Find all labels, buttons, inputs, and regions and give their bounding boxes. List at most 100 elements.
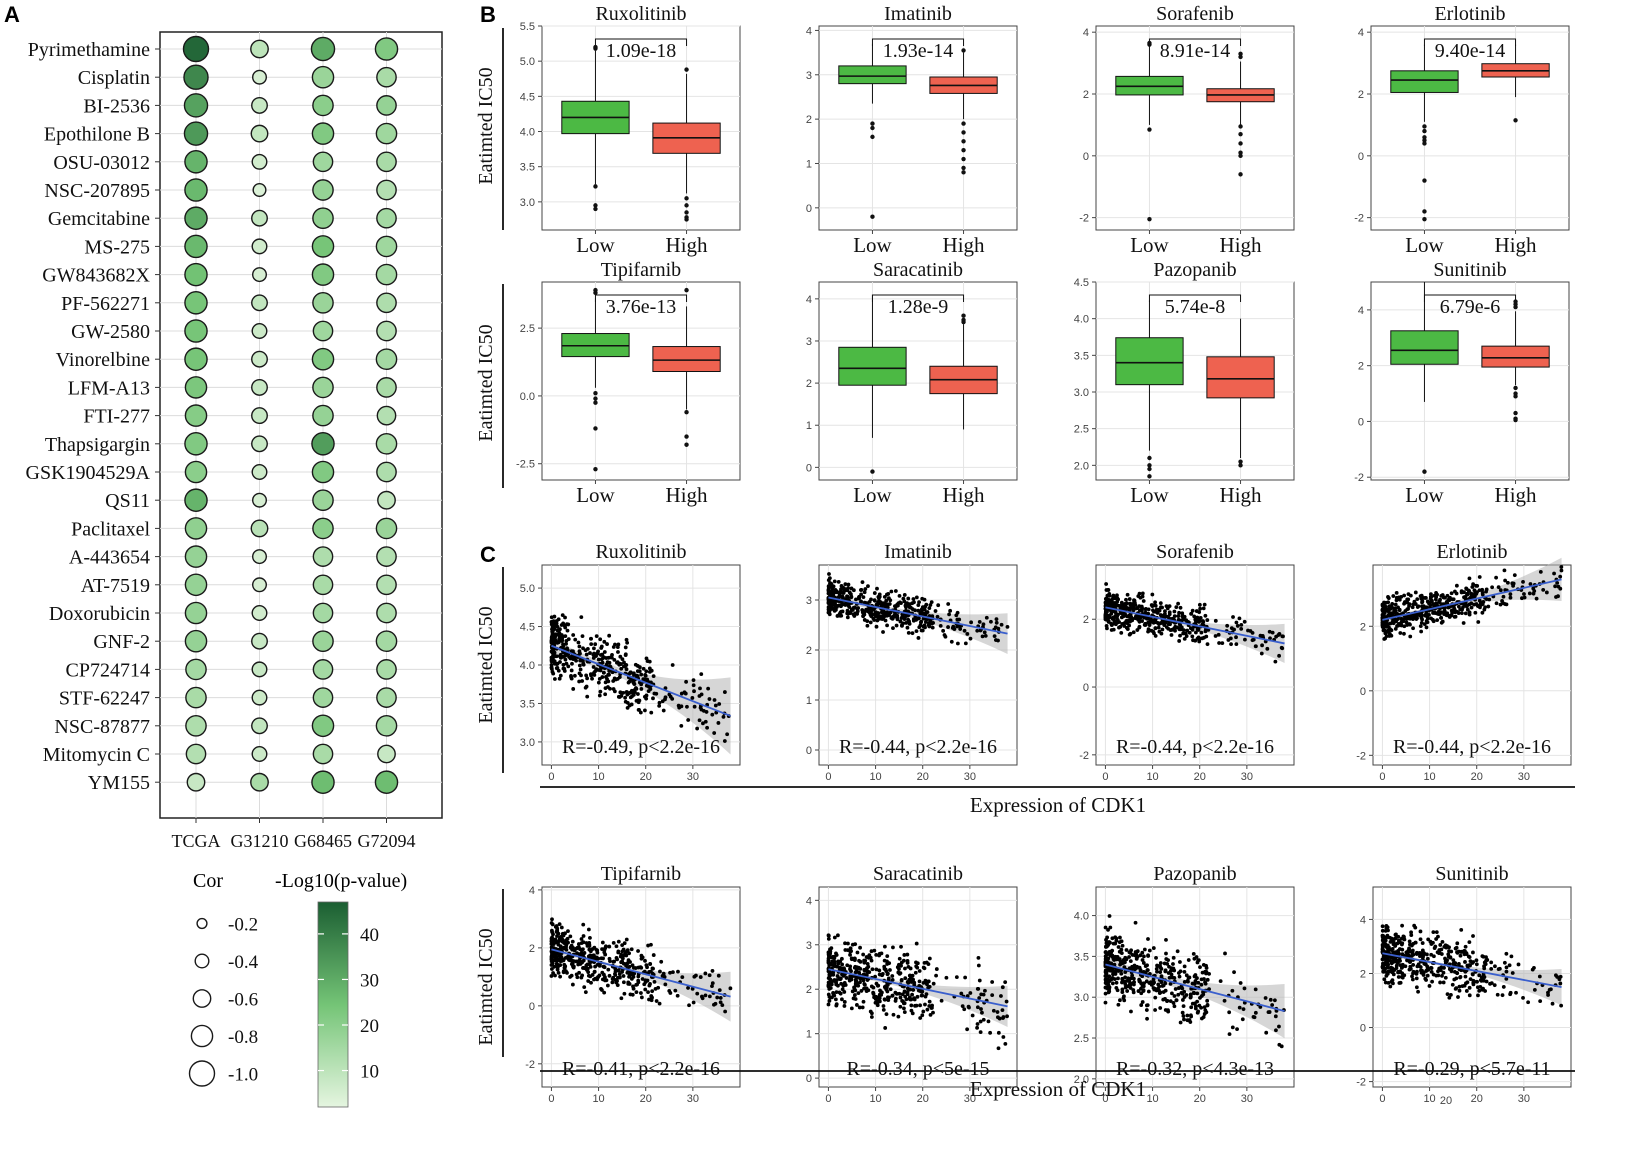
data-point bbox=[637, 665, 642, 670]
data-point bbox=[1476, 620, 1481, 624]
drug-label: Epothilone B bbox=[44, 124, 150, 146]
data-point bbox=[1114, 986, 1119, 990]
x-tick-label: 10 bbox=[592, 771, 604, 783]
data-point bbox=[1386, 613, 1391, 618]
data-point bbox=[999, 994, 1003, 998]
y-tick-label: 4 bbox=[529, 885, 535, 897]
data-point bbox=[1201, 992, 1206, 997]
data-point bbox=[874, 967, 879, 972]
data-point bbox=[1127, 982, 1132, 987]
data-point bbox=[646, 689, 651, 694]
x-axis-label: Expression of CDK1 bbox=[970, 1077, 1146, 1101]
data-point bbox=[1253, 1010, 1258, 1015]
data-point bbox=[566, 956, 570, 961]
data-point bbox=[874, 952, 879, 957]
data-point bbox=[1418, 954, 1422, 959]
data-point bbox=[1110, 976, 1115, 980]
data-point bbox=[924, 960, 929, 965]
data-point bbox=[1202, 635, 1206, 640]
x-tick-label: 10 bbox=[1423, 771, 1435, 783]
data-point bbox=[1117, 620, 1121, 624]
data-point bbox=[622, 660, 626, 665]
data-point bbox=[1218, 979, 1223, 984]
data-point bbox=[561, 666, 566, 671]
data-point bbox=[1435, 592, 1439, 597]
data-point bbox=[826, 578, 831, 583]
data-point bbox=[573, 637, 578, 642]
data-point bbox=[1471, 950, 1475, 955]
data-point bbox=[579, 948, 584, 953]
data-point bbox=[1503, 578, 1508, 583]
drug-label: Mitomycin C bbox=[43, 744, 150, 766]
data-point bbox=[1538, 999, 1543, 1003]
data-point bbox=[1452, 614, 1457, 619]
data-point bbox=[962, 628, 967, 633]
panel-label-a: A bbox=[4, 2, 20, 27]
data-point bbox=[848, 964, 853, 969]
data-point bbox=[630, 992, 635, 997]
data-point bbox=[701, 708, 706, 713]
plot-frame bbox=[818, 25, 1018, 231]
data-point bbox=[843, 983, 848, 987]
dot bbox=[311, 714, 335, 738]
data-point bbox=[1199, 982, 1204, 987]
data-point bbox=[1466, 954, 1471, 959]
data-point bbox=[841, 595, 845, 600]
data-point bbox=[1182, 964, 1187, 969]
data-point bbox=[653, 986, 658, 991]
outlier-point bbox=[684, 287, 689, 293]
data-point bbox=[583, 990, 588, 995]
data-point bbox=[877, 999, 882, 1004]
data-point bbox=[1112, 619, 1117, 624]
outlier-point bbox=[1147, 216, 1152, 222]
y-tick-label: 1 bbox=[806, 420, 812, 432]
data-point bbox=[986, 1019, 991, 1024]
y-tick-label: -2 bbox=[525, 1059, 535, 1071]
data-point bbox=[902, 1001, 907, 1006]
color-legend-title: -Log10(p-value) bbox=[275, 870, 407, 892]
data-point bbox=[657, 1001, 662, 1006]
data-point bbox=[670, 663, 675, 667]
data-point bbox=[899, 944, 903, 949]
data-point bbox=[597, 693, 602, 698]
data-point bbox=[1428, 966, 1433, 970]
data-point bbox=[1222, 998, 1227, 1003]
data-point bbox=[1146, 953, 1150, 958]
data-point bbox=[1268, 636, 1272, 641]
significance-bracket bbox=[1148, 294, 1242, 302]
data-point bbox=[840, 962, 845, 967]
data-point bbox=[1381, 609, 1386, 614]
data-point bbox=[1154, 955, 1158, 960]
regression-line bbox=[1105, 963, 1285, 1012]
data-point bbox=[715, 995, 720, 1000]
data-point bbox=[549, 655, 554, 660]
data-point bbox=[851, 612, 856, 617]
data-point bbox=[913, 970, 918, 975]
data-point bbox=[1135, 628, 1140, 632]
data-point bbox=[1504, 602, 1509, 607]
data-point bbox=[1402, 631, 1406, 636]
data-point bbox=[1424, 619, 1429, 623]
data-point bbox=[1260, 634, 1265, 638]
data-point bbox=[890, 993, 895, 998]
dot bbox=[250, 39, 269, 59]
data-point bbox=[1402, 973, 1407, 978]
data-point bbox=[954, 975, 959, 979]
dot bbox=[251, 632, 268, 650]
data-point bbox=[891, 945, 895, 950]
data-point bbox=[607, 944, 612, 949]
data-point bbox=[1389, 936, 1394, 941]
data-point bbox=[1502, 568, 1507, 573]
outlier-point bbox=[1238, 54, 1243, 60]
data-point bbox=[935, 614, 940, 619]
data-point bbox=[1480, 590, 1485, 595]
data-point bbox=[1467, 985, 1472, 990]
data-point bbox=[1386, 980, 1391, 985]
data-point bbox=[716, 721, 721, 725]
data-point bbox=[1131, 601, 1136, 606]
y-tick-label: 4 bbox=[806, 895, 812, 907]
dot bbox=[251, 153, 268, 170]
data-point bbox=[1438, 980, 1443, 985]
data-point bbox=[553, 937, 558, 942]
data-point bbox=[649, 668, 654, 673]
